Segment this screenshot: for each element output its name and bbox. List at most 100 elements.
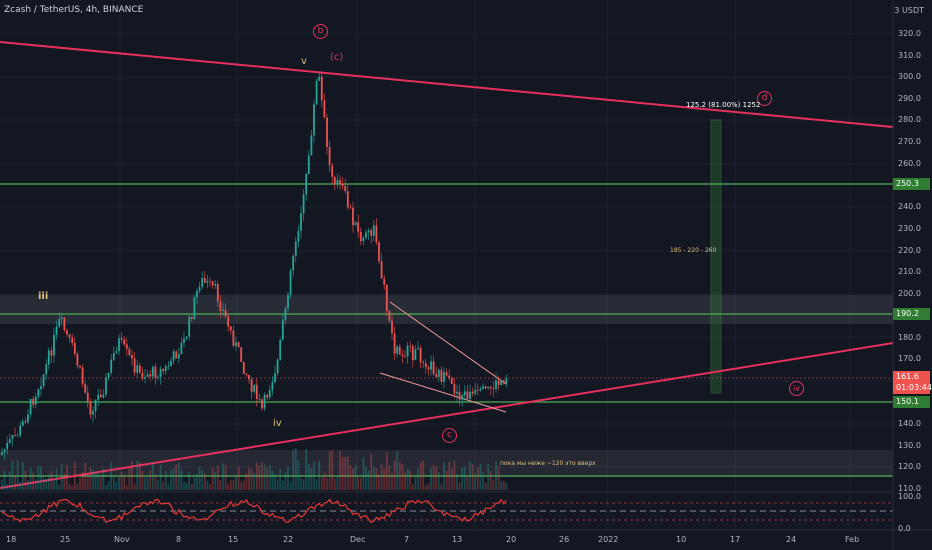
candle-body (53, 334, 55, 356)
candle-body (8, 439, 11, 443)
time-label: Nov (114, 535, 130, 544)
volume-bar (362, 457, 365, 490)
price-label: 210.0 (898, 267, 921, 276)
candle-body (105, 377, 107, 395)
volume-bar (346, 456, 349, 490)
volume-bar (372, 466, 375, 490)
candle-body (193, 297, 196, 320)
oscillator-line (1, 498, 507, 524)
volume-bar (274, 473, 276, 490)
candle-body (393, 333, 396, 354)
level-tag-250: 250.3 (893, 178, 930, 190)
candle-body (268, 390, 271, 398)
candle-body (159, 368, 162, 377)
candle-body (219, 301, 222, 311)
candle-body (216, 283, 219, 302)
candle-body (372, 225, 375, 236)
wedge-bottom (379, 372, 507, 413)
time-label: 25 (60, 535, 71, 544)
candle-body (497, 380, 500, 386)
volume-bar (68, 483, 71, 490)
volume-bar (232, 479, 235, 490)
volume-bar (172, 468, 175, 490)
symbol-title[interactable]: Zcash / TetherUS, 4h, BINANCE (4, 5, 144, 15)
candle-body (21, 421, 24, 426)
volume-bar (271, 470, 274, 490)
candle-body (185, 336, 188, 339)
volume-bar (339, 451, 341, 490)
candle-body (11, 434, 14, 440)
volume-bar (245, 473, 248, 490)
resistance-zone (0, 295, 893, 324)
candle-body (50, 350, 53, 356)
candle-body (263, 394, 266, 409)
volume-bar (326, 477, 328, 490)
volume-bar (76, 483, 79, 490)
volume-bar (224, 465, 227, 490)
candle-body (60, 317, 63, 319)
volume-bar (170, 469, 172, 490)
volume-bar (328, 451, 331, 490)
volume-bar (222, 463, 224, 490)
price-label: 0.0 (898, 524, 911, 533)
candle-body (79, 365, 81, 368)
volume-bar (287, 466, 289, 490)
candle-body (357, 222, 360, 232)
candle-body (92, 410, 94, 415)
volume-bar (396, 450, 399, 490)
volume-bar (341, 456, 344, 490)
candle-body (300, 213, 302, 231)
volume-bar (92, 469, 94, 490)
time-label: 20 (506, 535, 517, 544)
volume-bar (352, 468, 354, 490)
volume-bar (401, 463, 404, 490)
volume-bar (112, 477, 115, 490)
candle-body (271, 382, 274, 391)
candle-body (443, 372, 445, 382)
candle-body (211, 281, 214, 286)
candle-body (222, 309, 224, 311)
candle-body (19, 425, 22, 436)
candle-body (313, 104, 315, 136)
candle-body (133, 358, 136, 373)
volume-bar (60, 464, 63, 490)
volume-bar (333, 478, 336, 490)
volume-bar (391, 473, 393, 490)
candle-body (183, 338, 185, 343)
candle-body (380, 261, 383, 279)
candle-body (279, 339, 282, 360)
candle-body (469, 391, 471, 399)
candle-body (190, 316, 193, 320)
volume-bar (47, 474, 50, 490)
volume-bar (261, 462, 263, 490)
candle-body (409, 345, 412, 347)
candle-body (157, 376, 159, 378)
candle-body (151, 366, 154, 377)
wave-d-circle: d (757, 91, 772, 106)
candle-body (102, 394, 105, 398)
volume-bar (279, 469, 282, 490)
volume-bar (11, 460, 14, 490)
candle-body (466, 391, 469, 399)
candle-body (68, 334, 71, 338)
candle-body (346, 191, 349, 208)
price-label: 220.0 (898, 246, 921, 255)
volume-bar (466, 476, 469, 490)
volume-bar (14, 475, 16, 490)
price-label: 320.0 (898, 29, 921, 38)
volume-bar (196, 474, 198, 490)
candle-body (336, 180, 339, 185)
volume-bar (167, 483, 170, 490)
candle-body (370, 230, 373, 236)
candle-body (235, 342, 237, 346)
volume-bar (367, 470, 370, 490)
volume-bar (99, 476, 102, 490)
candle-body (341, 183, 344, 186)
volume-bar (458, 482, 461, 490)
level-tag-150: 150.1 (893, 396, 930, 408)
wave-v-label: v (301, 56, 307, 67)
volume-bar (209, 484, 211, 490)
candle-body (294, 241, 297, 256)
price-label: 270.0 (898, 137, 921, 146)
